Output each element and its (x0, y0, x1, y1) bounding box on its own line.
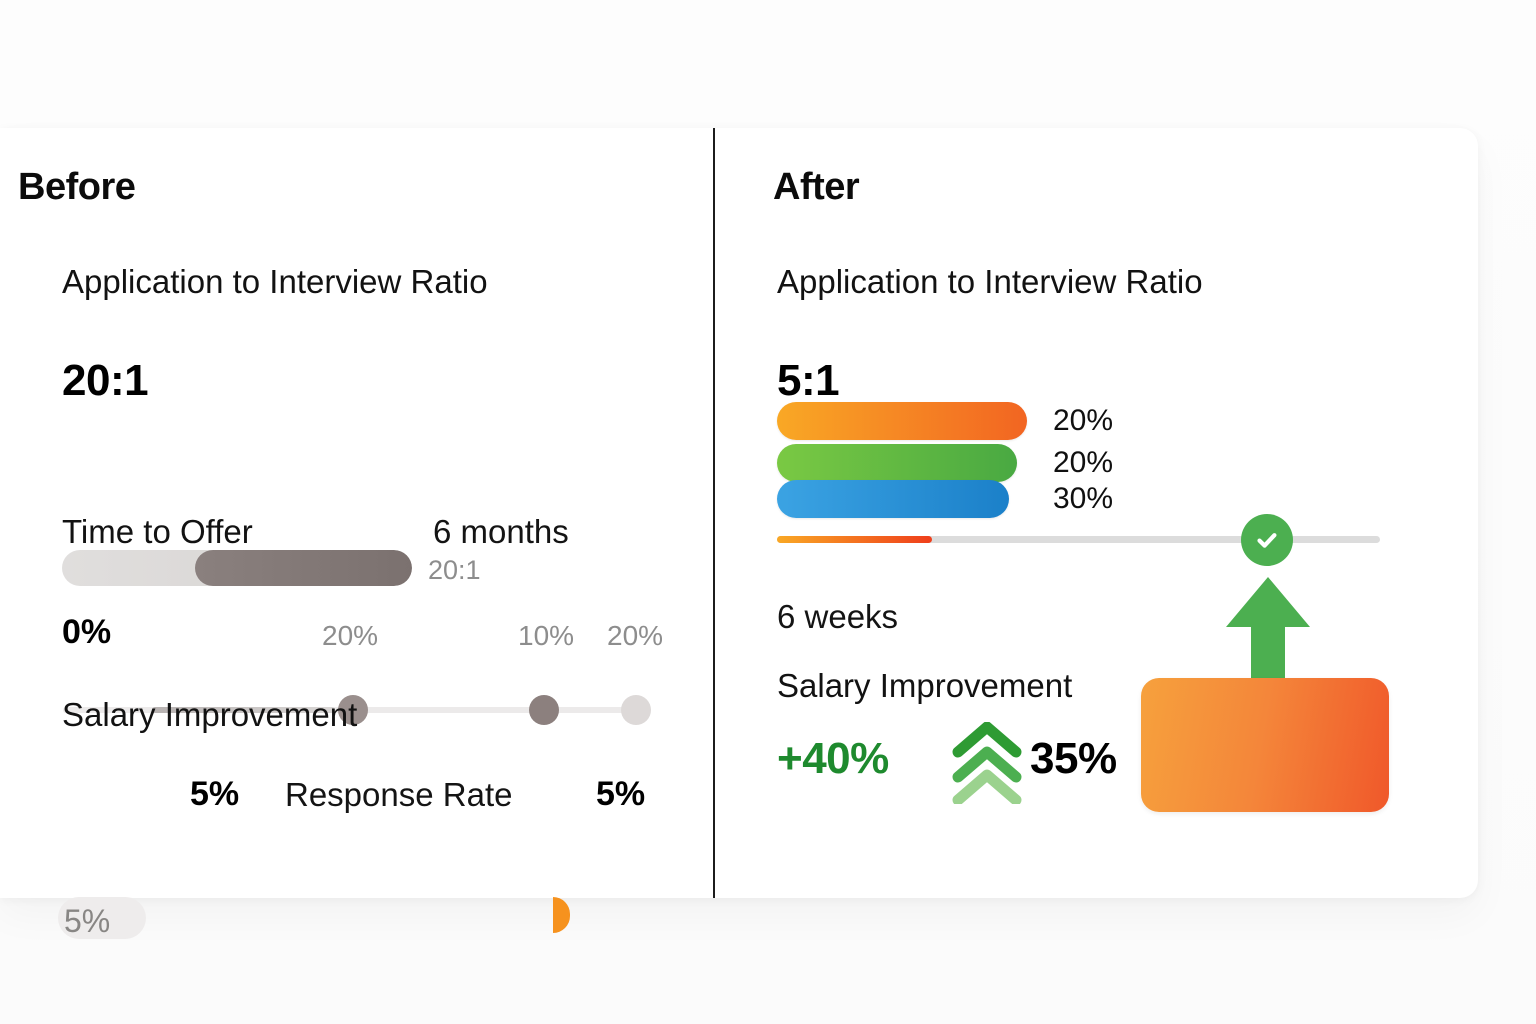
response-rate-indicator-icon (553, 897, 570, 933)
before-time-to-offer-label: Time to Offer (62, 513, 253, 550)
after-salary-value: 35% (1030, 734, 1117, 783)
before-response-rate-value: 5% (596, 775, 646, 813)
before-slider-tick-1: 20% (322, 620, 379, 651)
after-bar-label-3: 30% (1053, 482, 1114, 515)
before-response-rate-label: Response Rate (285, 776, 513, 813)
before-salary-pill-value: 5% (64, 903, 111, 939)
after-time-to-offer-value: 6 weeks (777, 598, 899, 635)
after-bar-label-1: 20% (1053, 404, 1114, 437)
after-salary-delta: +40% (777, 734, 889, 783)
after-bar-label-2: 20% (1053, 446, 1114, 479)
before-panel-title: Before (18, 166, 136, 208)
after-ratio-label: Application to Interview Ratio (777, 263, 1203, 300)
after-bar-green (777, 444, 1017, 482)
after-ratio-value: 5:1 (777, 356, 840, 405)
before-ratio-progress-bar[interactable] (62, 550, 412, 586)
before-time-to-offer-slider-segment (152, 707, 335, 713)
before-salary-value: 5% (190, 775, 240, 813)
before-panel: Before Application to Interview Ratio 20… (0, 128, 713, 939)
before-slider-tick-2: 10% (518, 620, 575, 651)
before-slider-tick-0: 0% (62, 613, 112, 651)
after-bar-blue (777, 480, 1009, 518)
before-time-to-offer-value: 6 months (433, 513, 569, 550)
before-slider-handle-1[interactable] (338, 695, 368, 725)
up-arrow-icon (1223, 575, 1313, 710)
after-salary-label: Salary Improvement (777, 667, 1073, 704)
after-bar-orange (777, 402, 1027, 440)
before-ratio-value: 20:1 (62, 356, 149, 405)
before-ratio-bar-caption: 20:1 (428, 555, 481, 585)
before-salary-label: Salary Improvement (62, 696, 358, 733)
before-slider-handle-2[interactable] (529, 695, 559, 725)
panel-divider (713, 128, 715, 898)
after-progress-track[interactable] (777, 536, 1380, 543)
before-ratio-label: Application to Interview Ratio (62, 263, 488, 300)
after-panel-title: After (773, 166, 860, 208)
after-panel: After Application to Interview Ratio 5:1 (715, 128, 1478, 898)
before-salary-pill (58, 897, 146, 939)
after-progress-fill (777, 536, 932, 543)
before-slider-handle-3[interactable] (621, 695, 651, 725)
before-ratio-progress-fill (195, 550, 412, 586)
after-orange-highlight-block (1141, 678, 1389, 812)
before-slider-tick-3: 20% (607, 620, 664, 651)
check-circle-icon (1241, 514, 1293, 566)
double-chevron-up-icon (948, 721, 1026, 806)
